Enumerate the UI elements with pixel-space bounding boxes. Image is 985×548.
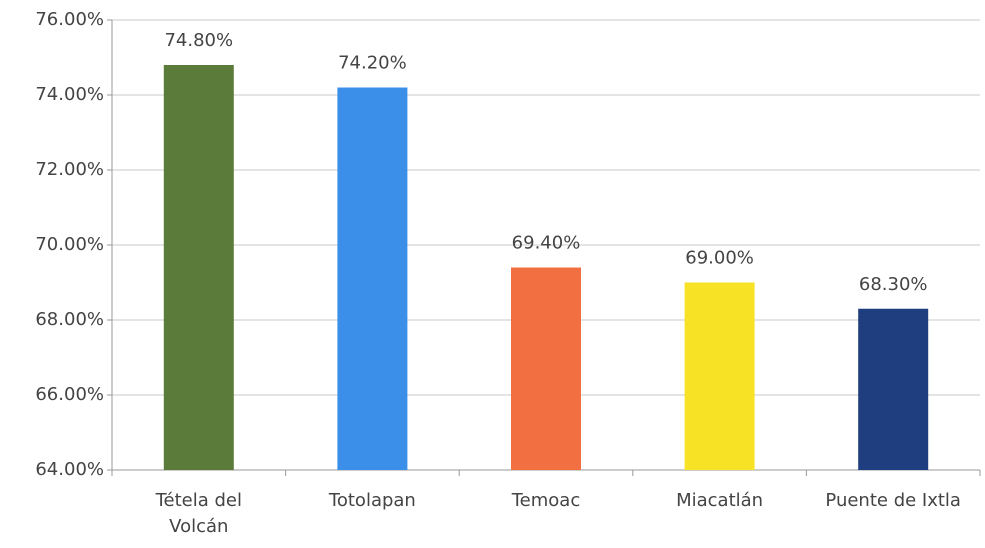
y-tick-label: 70.00% bbox=[35, 234, 104, 255]
y-tick-label: 72.00% bbox=[35, 159, 104, 180]
x-tick-label: Temoac bbox=[511, 490, 581, 511]
data-label: 69.00% bbox=[685, 248, 754, 269]
bar bbox=[163, 65, 234, 470]
data-label: 74.20% bbox=[338, 53, 407, 74]
bar bbox=[337, 87, 408, 470]
y-tick-label: 64.00% bbox=[35, 459, 104, 480]
x-tick-label: Miacatlán bbox=[676, 490, 764, 511]
bar bbox=[858, 308, 929, 470]
x-tick-label: Tétela del Volcán bbox=[155, 490, 242, 537]
y-tick-label: 76.00% bbox=[35, 9, 104, 30]
y-tick-label: 66.00% bbox=[35, 384, 104, 405]
y-tick-label: 68.00% bbox=[35, 309, 104, 330]
data-label: 74.80% bbox=[164, 30, 233, 51]
data-label: 68.30% bbox=[859, 274, 928, 295]
y-tick-label: 74.00% bbox=[35, 84, 104, 105]
bar bbox=[684, 282, 755, 470]
x-tick-label: Totolapan bbox=[328, 490, 416, 511]
data-label: 69.40% bbox=[512, 233, 581, 254]
bar bbox=[511, 267, 581, 470]
x-tick-label: Puente de Ixtla bbox=[825, 490, 961, 511]
